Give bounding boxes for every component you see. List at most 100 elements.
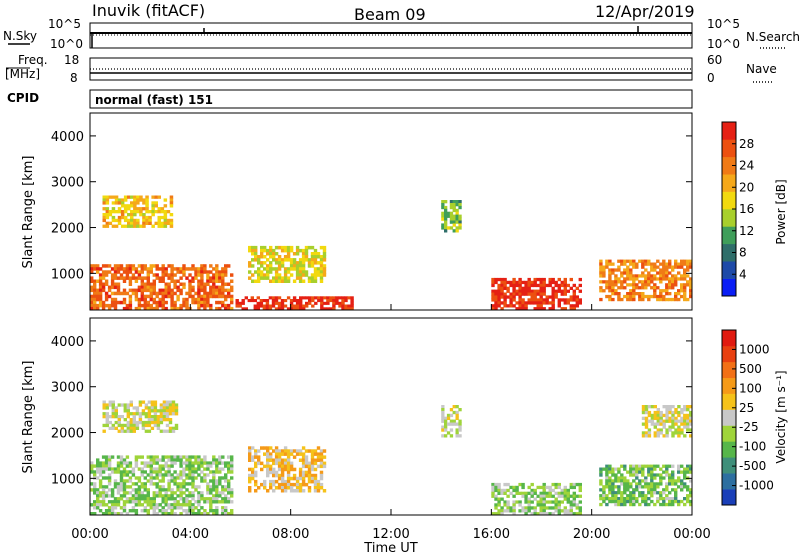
power-echo-cell bbox=[506, 286, 510, 290]
velocity-echo-cell bbox=[147, 423, 152, 428]
power-echo-cell bbox=[452, 200, 456, 204]
power-echo-cell bbox=[647, 277, 651, 281]
power-echo-cell bbox=[125, 303, 130, 308]
power-echo-cell bbox=[683, 259, 687, 263]
velocity-echo-cell bbox=[656, 410, 660, 415]
power-echo-cell bbox=[533, 289, 537, 293]
velocity-echo-cell bbox=[605, 502, 609, 507]
power-echo-cell bbox=[151, 207, 155, 211]
velocity-echo-cell bbox=[644, 408, 649, 412]
velocity-echo-cell bbox=[134, 491, 139, 495]
power-echo-cell bbox=[341, 304, 345, 308]
power-echo-cell bbox=[629, 292, 633, 296]
velocity-echo-cell bbox=[272, 482, 276, 487]
velocity-echo-cell bbox=[301, 455, 306, 459]
velocity-echo-cell bbox=[101, 467, 106, 471]
velocity-y-tick-label: 1000 bbox=[51, 472, 84, 487]
velocity-echo-cell bbox=[224, 479, 228, 483]
velocity-echo-cell bbox=[650, 413, 655, 418]
power-echo-cell bbox=[130, 218, 134, 223]
power-echo-cell bbox=[133, 224, 137, 228]
velocity-echo-cell bbox=[122, 494, 127, 498]
velocity-echo-cell bbox=[155, 512, 159, 516]
velocity-echo-cell bbox=[677, 470, 681, 474]
power-echo-cell bbox=[149, 303, 153, 308]
velocity-echo-cell bbox=[152, 491, 156, 495]
power-echo-cell bbox=[96, 270, 100, 274]
velocity-echo-cell bbox=[530, 482, 534, 487]
power-echo-cell bbox=[638, 297, 642, 302]
velocity-echo-cell bbox=[105, 412, 109, 416]
velocity-echo-cell bbox=[179, 464, 183, 468]
velocity-echo-cell bbox=[310, 455, 315, 459]
velocity-echo-cell bbox=[107, 494, 112, 498]
velocity-echo-cell bbox=[452, 422, 456, 426]
velocity-echo-cell bbox=[563, 494, 567, 498]
power-echo-cell bbox=[269, 255, 273, 259]
velocity-echo-cell bbox=[322, 489, 327, 493]
power-echo-cell bbox=[148, 221, 152, 225]
power-echo-cell bbox=[614, 268, 618, 272]
velocity-echo-cell bbox=[146, 503, 150, 507]
power-echo-cell bbox=[599, 271, 603, 275]
power-echo-cell bbox=[263, 245, 267, 250]
velocity-echo-cell bbox=[614, 491, 618, 495]
velocity-echo-cell bbox=[224, 506, 228, 510]
power-echo-cell bbox=[142, 215, 146, 220]
power-echo-cell bbox=[494, 280, 498, 285]
colorbar-swatch bbox=[722, 377, 736, 394]
power-echo-cell bbox=[617, 294, 621, 299]
power-echo-cell bbox=[536, 301, 540, 305]
velocity-echo-cell bbox=[221, 476, 225, 480]
power-echo-cell bbox=[137, 288, 142, 293]
power-echo-cell bbox=[632, 294, 636, 299]
velocity-echo-cell bbox=[272, 489, 276, 493]
velocity-echo-cell bbox=[635, 470, 639, 474]
power-echo-cell bbox=[326, 307, 330, 311]
velocity-echo-cell bbox=[161, 494, 165, 498]
velocity-echo-cell bbox=[155, 470, 159, 474]
power-echo-cell bbox=[122, 300, 127, 305]
velocity-echo-cell bbox=[122, 491, 127, 495]
velocity-echo-cell bbox=[150, 409, 155, 413]
velocity-echo-cell bbox=[251, 467, 255, 472]
velocity-echo-cell bbox=[129, 400, 133, 404]
velocity-echo-cell bbox=[218, 494, 222, 498]
power-echo-cell bbox=[653, 289, 657, 293]
velocity-echo-cell bbox=[644, 434, 649, 438]
power-echo-cell bbox=[98, 291, 103, 296]
power-echo-cell bbox=[130, 215, 134, 220]
velocity-echo-cell bbox=[260, 446, 264, 450]
velocity-plot-bg bbox=[90, 318, 692, 515]
power-echo-cell bbox=[299, 301, 303, 305]
power-echo-cell bbox=[221, 294, 225, 299]
power-echo-cell bbox=[665, 265, 669, 269]
velocity-echo-cell bbox=[173, 506, 177, 510]
velocity-echo-cell bbox=[644, 494, 648, 498]
velocity-echo-cell bbox=[194, 458, 198, 462]
power-echo-cell bbox=[320, 304, 324, 308]
power-echo-cell bbox=[185, 297, 189, 302]
velocity-echo-cell bbox=[572, 500, 576, 504]
power-echo-cell bbox=[161, 267, 165, 271]
power-echo-cell bbox=[263, 248, 267, 253]
velocity-echo-cell bbox=[96, 461, 100, 465]
power-echo-cell bbox=[263, 255, 267, 259]
power-echo-cell bbox=[130, 204, 134, 208]
velocity-echo-cell bbox=[295, 452, 300, 456]
power-echo-cell bbox=[125, 267, 130, 271]
power-echo-cell bbox=[116, 282, 121, 286]
velocity-echo-cell bbox=[122, 473, 127, 477]
power-echo-cell bbox=[93, 294, 97, 299]
power-echo-cell bbox=[611, 289, 615, 293]
power-echo-cell bbox=[500, 280, 504, 285]
velocity-echo-cell bbox=[668, 408, 672, 412]
velocity-echo-cell bbox=[647, 502, 651, 507]
power-echo-cell bbox=[280, 258, 285, 262]
power-echo-cell bbox=[90, 264, 94, 268]
power-echo-cell bbox=[656, 277, 660, 281]
power-echo-cell bbox=[611, 286, 615, 290]
power-echo-cell bbox=[105, 210, 110, 214]
power-echo-cell bbox=[310, 273, 315, 277]
power-echo-cell bbox=[292, 304, 297, 308]
